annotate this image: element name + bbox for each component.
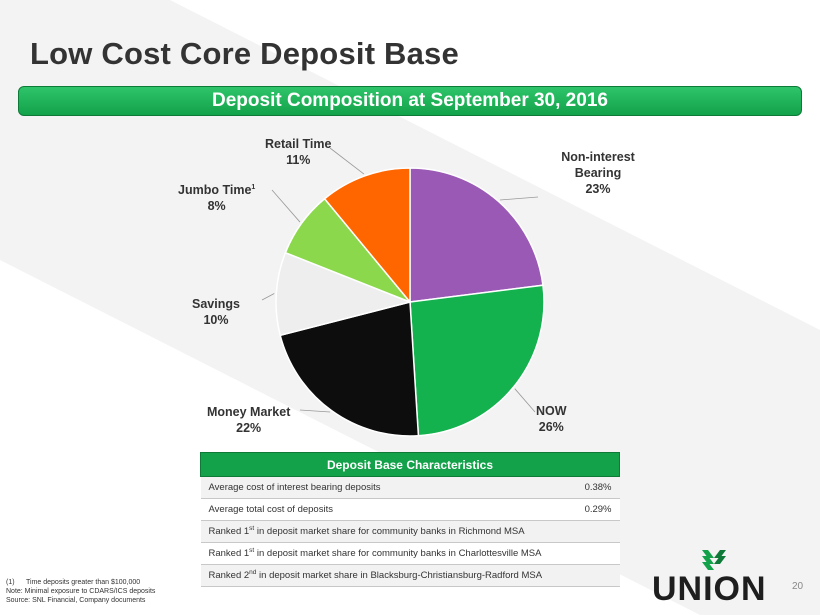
leader-line <box>261 293 275 301</box>
table-row: Ranked 1st in deposit market share for c… <box>200 520 620 543</box>
footnotes: (1) Time deposits greater than $100,000 N… <box>6 578 155 605</box>
leader-line <box>514 388 536 413</box>
table-cell-ranking: Ranked 2nd in deposit market share in Bl… <box>200 564 620 587</box>
chart-banner: Deposit Composition at September 30, 201… <box>18 86 802 116</box>
label-now-pct: 26% <box>538 420 564 434</box>
label-savings-pct: 10% <box>203 313 229 327</box>
pie-slice-now <box>409 284 545 437</box>
label-non-interest-bearing-pct: 23% <box>585 182 611 196</box>
footnote-1-text: Time deposits greater than $100,000 <box>26 579 141 586</box>
leader-line <box>271 189 301 223</box>
label-savings-text: Savings <box>192 297 240 311</box>
table-row: Average cost of interest bearing deposit… <box>200 476 620 499</box>
label-money-market-text: Money Market <box>207 405 291 419</box>
table-cell-value: 0.29% <box>569 498 620 521</box>
pie-outline <box>275 167 545 437</box>
table-header: Deposit Base Characteristics <box>200 452 620 477</box>
page-number: 20 <box>792 581 804 592</box>
footnote-note: Note: Minimal exposure to CDARS/ICS depo… <box>6 588 156 595</box>
logo-leaf-icon <box>702 550 726 570</box>
label-jumbo-time-text: Jumbo Time <box>178 183 252 198</box>
table-cell-label: Average total cost of deposits <box>200 498 570 521</box>
table-cell-value: 0.38% <box>569 476 620 499</box>
rank-text: in deposit market share for community ba… <box>254 548 542 560</box>
label-retail-time-text: Retail Time <box>265 137 332 151</box>
table-row: Average total cost of deposits 0.29% <box>200 498 620 521</box>
rank-suffix: nd <box>249 569 257 577</box>
table-cell-ranking: Ranked 1st in deposit market share for c… <box>200 542 620 565</box>
rank-text: in deposit market share for community ba… <box>254 526 525 538</box>
rank-prefix: Ranked 1 <box>208 548 250 560</box>
slide-title: Low Cost Core Deposit Base <box>30 36 459 71</box>
table-cell-label: Average cost of interest bearing deposit… <box>200 476 570 499</box>
label-now: NOW 26% <box>536 403 567 435</box>
table-row: Ranked 2nd in deposit market share in Bl… <box>200 564 620 587</box>
table-cell-ranking: Ranked 1st in deposit market share for c… <box>200 520 620 543</box>
footnote-source: Source: SNL Financial, Company documents <box>6 597 146 604</box>
label-jumbo-time-pct: 8% <box>207 199 226 214</box>
label-jumbo-time-footnote: 1 <box>251 184 256 191</box>
table-row: Ranked 1st in deposit market share for c… <box>200 542 620 565</box>
label-retail-time: Retail Time 11% <box>265 136 331 168</box>
label-money-market: Money Market 22% <box>207 404 290 436</box>
footnote-1-number: (1) <box>6 579 15 586</box>
rank-suffix: st <box>249 525 255 533</box>
rank-prefix: Ranked 1 <box>208 526 250 538</box>
label-non-interest-bearing: Non-interest Bearing 23% <box>553 149 643 197</box>
pie-slice-non-interest-bearing <box>409 167 544 303</box>
rank-text: in deposit market share in Blacksburg-Ch… <box>256 570 543 582</box>
label-retail-time-pct: 11% <box>286 153 311 167</box>
deposit-characteristics-table: Deposit Base Characteristics Average cos… <box>200 452 620 587</box>
rank-suffix: st <box>249 547 255 555</box>
label-now-text: NOW <box>536 404 567 418</box>
leader-line <box>299 409 331 413</box>
label-non-interest-bearing-text: Non-interest Bearing <box>561 150 635 180</box>
label-jumbo-time: Jumbo Time1 8% <box>178 180 255 214</box>
logo-wordmark: UNION <box>652 570 767 608</box>
rank-prefix: Ranked 2 <box>208 570 250 582</box>
leader-line <box>499 196 539 201</box>
label-money-market-pct: 22% <box>236 421 262 435</box>
label-savings: Savings 10% <box>192 296 240 328</box>
leader-line <box>329 147 365 175</box>
union-logo: UNION <box>652 548 784 608</box>
